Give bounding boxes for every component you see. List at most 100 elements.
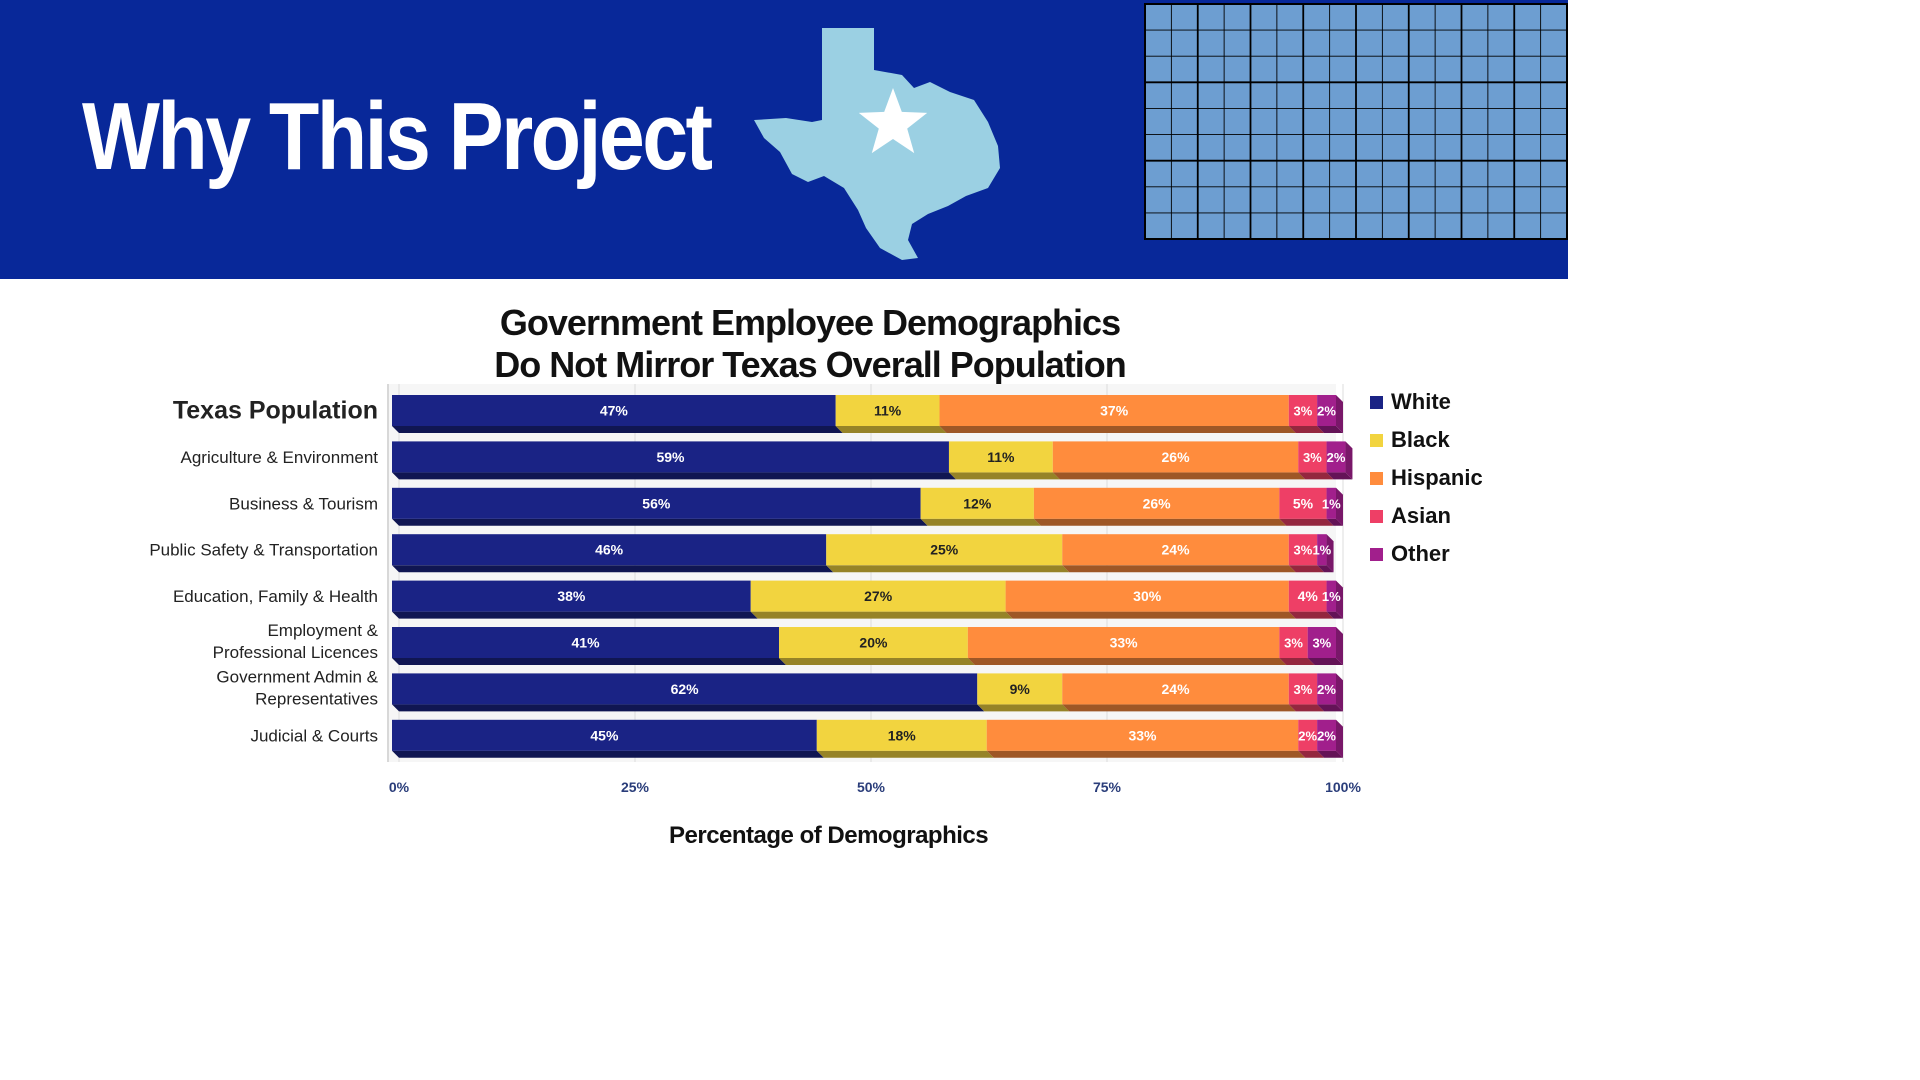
page-title: Why This Project [82,83,713,190]
bar-data-label: 2% [1327,450,1346,465]
bar-segment-bottom-face [1298,750,1325,758]
bar-data-label: 3% [1303,450,1322,465]
bar-segment-bottom-face [1326,472,1353,480]
bar-data-label: 27% [864,588,893,604]
bar-data-label: 47% [600,403,629,419]
bar-data-label: 11% [874,403,902,419]
legend-swatch [1370,509,1383,523]
bar-segment [948,441,1053,473]
bar-segment [750,580,1006,612]
grid-icon [1144,3,1568,240]
bar-segment [392,627,780,658]
bar-segment [392,441,949,473]
bar-end-face [1336,673,1343,712]
bar-segment-bottom-face [1288,565,1325,573]
bar-segment-bottom-face [1326,611,1343,619]
bar-segment [779,627,968,658]
bar-data-label: 2% [1298,728,1317,743]
bar-segment [1326,580,1336,612]
bar-data-label: 11% [987,449,1015,465]
bar-data-label: 3% [1312,636,1331,651]
chart-title-line1: Government Employee Demographics [499,302,1121,343]
category-label: Education, Family & Health [173,587,378,606]
bar-data-label: 38% [557,588,586,604]
bar-segment [835,395,940,426]
bar-segment [816,719,987,751]
bar-data-label: 56% [642,495,671,511]
bar-data-label: 30% [1133,588,1162,604]
bar-segment-bottom-face [1317,704,1343,712]
bar-end-face [1336,487,1343,526]
bar-segment-bottom-face [939,426,1296,433]
bar-data-label: 18% [888,727,917,743]
bar-segment-bottom-face [1033,518,1287,526]
bar-segment [1288,673,1318,705]
bar-segment-bottom-face [1307,658,1343,665]
x-tick-label: 25% [621,779,650,795]
x-tick-label: 75% [1093,779,1122,795]
bar-data-label: 62% [671,681,700,697]
bar-end-face [1336,719,1343,758]
bar-segment-bottom-face [1317,565,1334,573]
bar-segment [977,673,1063,705]
bar-end-face [1326,534,1334,573]
bar-segment-bottom-face [967,658,1287,665]
bar-data-label: 59% [656,449,685,465]
chart-title-line2: Do Not Mirror Texas Overall Population [494,344,1126,385]
bar-segment [392,534,827,566]
bar-segment-bottom-face [392,518,928,526]
bar-segment-bottom-face [392,426,843,433]
legend-item: Asian [1370,497,1483,535]
legend-item: Black [1370,421,1483,459]
bar-segment-bottom-face [816,750,994,758]
bar-segment-bottom-face [986,750,1306,758]
bar-data-label: 3% [1284,636,1303,651]
bar-data-label: 2% [1317,728,1336,743]
legend-label: Hispanic [1391,465,1483,490]
bar-segment-bottom-face [1317,426,1343,433]
bar-segment-bottom-face [1062,704,1296,712]
bar-data-label: 26% [1143,495,1172,511]
bar-segment [1307,627,1336,658]
category-label: Judicial & Courts [250,726,378,745]
legend-swatch [1370,547,1383,561]
bar-segment [1279,627,1308,658]
legend-label: Other [1391,541,1450,566]
bar-segment [1326,487,1336,519]
bar-segment-bottom-face [1317,750,1343,758]
bar-segment [1317,534,1327,566]
bar-data-label: 5% [1293,495,1314,511]
bar-data-label: 46% [595,542,624,558]
bar-segment-bottom-face [1288,611,1334,619]
bar-segment [392,395,836,426]
legend-swatch [1370,395,1383,409]
bar-segment [1298,719,1318,751]
bar-data-label: 26% [1162,449,1191,465]
bar-data-label: 1% [1322,496,1341,511]
bar-segment [967,627,1280,658]
bar-data-label: 2% [1317,682,1336,697]
bar-segment [1052,441,1299,473]
category-label: Business & Tourism [229,494,378,513]
texas-map-icon [754,28,1000,260]
bar-data-label: 3% [1294,543,1313,558]
bar-segment-bottom-face [392,750,824,758]
category-label: Texas Population [173,397,378,425]
bar-segment [1326,441,1346,473]
bar-segment [1317,395,1336,426]
bar-segment [1005,580,1289,612]
bar-segment-bottom-face [392,704,985,712]
bar-data-label: 1% [1322,589,1341,604]
bar-segment-bottom-face [826,565,1070,573]
bar-data-label: 4% [1298,588,1319,604]
bar-segment [826,534,1063,566]
legend-label: White [1391,389,1451,414]
bar-segment-bottom-face [392,611,758,619]
bar-segment [1288,534,1318,566]
category-label: Employment & Professional Licences [213,621,379,662]
bar-segment-bottom-face [1279,518,1334,526]
legend-item: Other [1370,535,1483,573]
bar-segment [1288,395,1318,426]
x-axis-label: Percentage of Demographics [669,822,989,849]
bar-segment-bottom-face [1288,426,1325,433]
